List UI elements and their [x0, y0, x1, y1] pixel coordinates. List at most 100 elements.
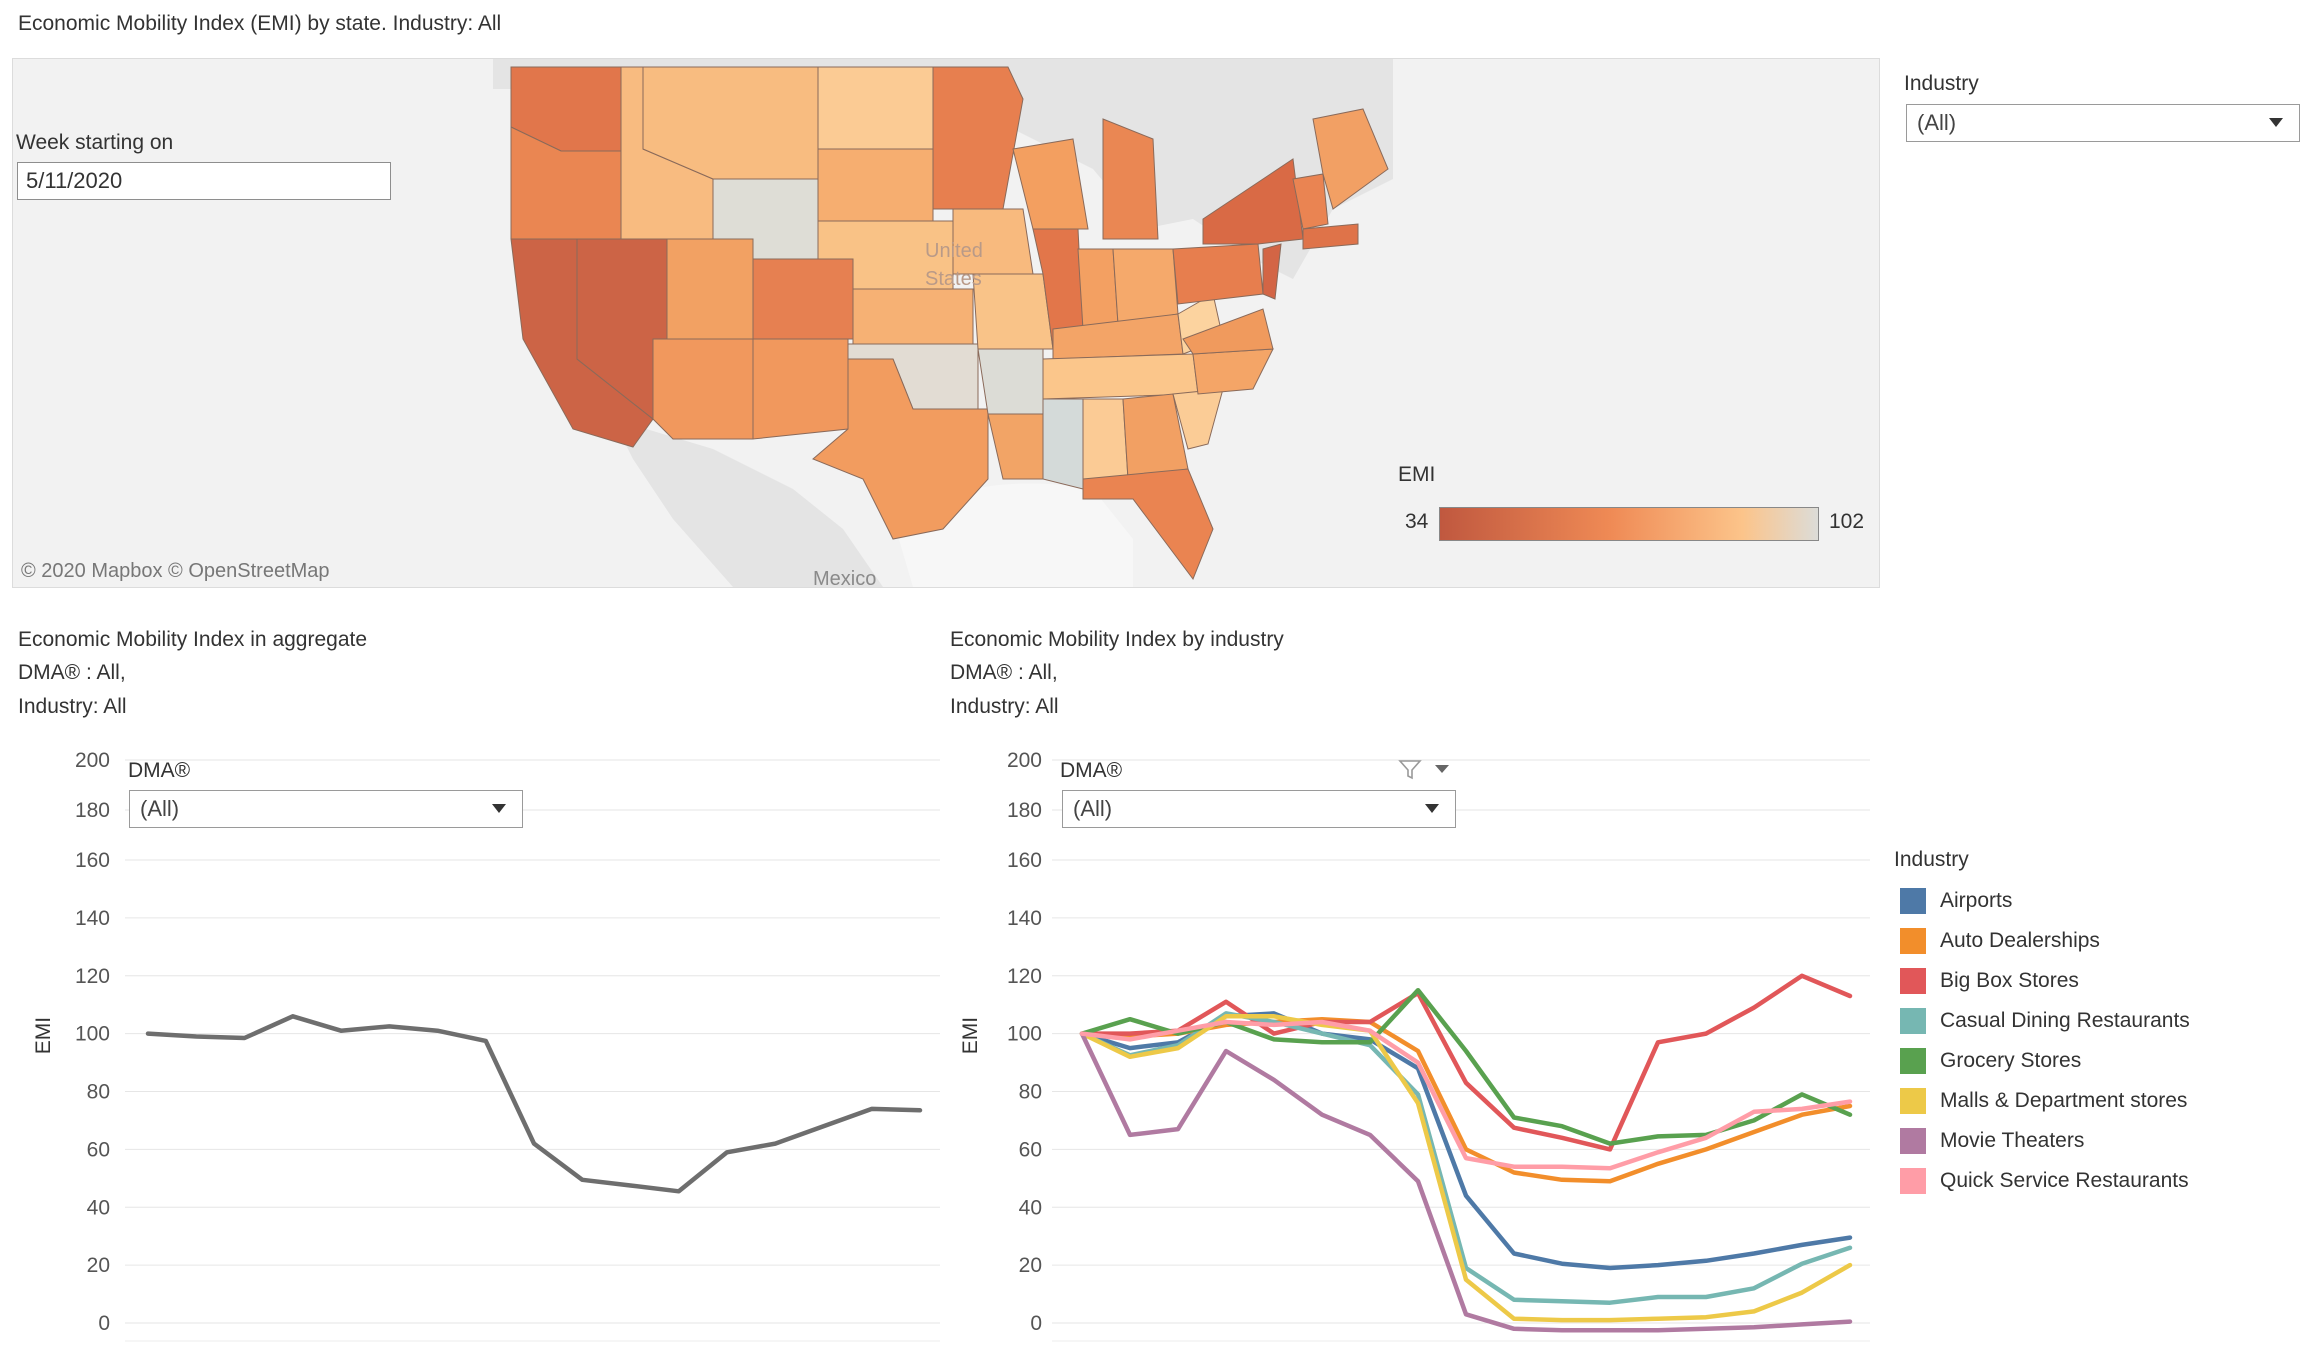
data-point[interactable] [1128, 1046, 1132, 1050]
data-point[interactable] [1224, 1000, 1228, 1004]
data-point[interactable] [1512, 1251, 1516, 1255]
aggregate-dma-dropdown[interactable]: (All) [129, 790, 523, 828]
data-point[interactable] [1176, 1029, 1180, 1033]
data-point[interactable] [1608, 1147, 1612, 1151]
data-point[interactable] [1320, 1040, 1324, 1044]
data-point[interactable] [146, 1031, 150, 1035]
data-point[interactable] [339, 1029, 343, 1033]
data-point[interactable] [1320, 1031, 1324, 1035]
week-input[interactable]: 5/11/2020 [17, 162, 391, 200]
data-point[interactable] [870, 1107, 874, 1111]
data-point[interactable] [580, 1178, 584, 1182]
data-point[interactable] [1128, 1037, 1132, 1041]
data-point[interactable] [1560, 1261, 1564, 1265]
state-nd[interactable] [817, 66, 934, 150]
data-point[interactable] [1608, 1266, 1612, 1270]
data-point[interactable] [1656, 1328, 1660, 1332]
data-point[interactable] [242, 1036, 246, 1040]
data-point[interactable] [1368, 1040, 1372, 1044]
data-point[interactable] [1848, 1235, 1852, 1239]
data-point[interactable] [1176, 1127, 1180, 1131]
data-point[interactable] [1464, 1312, 1468, 1316]
industry-filter-dropdown[interactable]: (All) [1906, 104, 2300, 142]
state-pa[interactable] [1172, 243, 1264, 305]
data-point[interactable] [1656, 1150, 1660, 1154]
data-point[interactable] [1656, 1162, 1660, 1166]
data-point[interactable] [1704, 1136, 1708, 1140]
data-point[interactable] [918, 1108, 922, 1112]
data-point[interactable] [1560, 1299, 1564, 1303]
data-point[interactable] [1800, 1243, 1804, 1247]
data-point[interactable] [1704, 1147, 1708, 1151]
data-point[interactable] [1752, 1118, 1756, 1122]
legend-item[interactable]: Casual Dining Restaurants [1900, 1006, 2190, 1036]
legend-item[interactable]: Auto Dealerships [1900, 926, 2100, 956]
data-point[interactable] [1656, 1263, 1660, 1267]
data-point[interactable] [1560, 1124, 1564, 1128]
data-point[interactable] [1608, 1301, 1612, 1305]
data-point[interactable] [484, 1039, 488, 1043]
data-point[interactable] [1752, 1286, 1756, 1290]
data-point[interactable] [773, 1141, 777, 1145]
data-point[interactable] [1608, 1318, 1612, 1322]
state-sd[interactable] [817, 148, 934, 222]
data-point[interactable] [1368, 1020, 1372, 1024]
state-wi[interactable] [1012, 138, 1089, 230]
menu-caret-icon[interactable] [1434, 763, 1450, 775]
state-ut[interactable] [666, 238, 754, 340]
data-point[interactable] [1080, 1031, 1084, 1035]
data-point[interactable] [1608, 1179, 1612, 1183]
aggregate-chart[interactable]: 0 20 40 60 80 100 120 140 160 180 200 EMI [0, 720, 950, 1360]
state-ms[interactable] [1042, 398, 1084, 490]
state-ny[interactable] [1202, 158, 1304, 245]
data-point[interactable] [1752, 1130, 1756, 1134]
data-point[interactable] [1464, 1049, 1468, 1053]
series-line-movie-theaters[interactable] [1079, 1031, 1853, 1333]
industry-chart[interactable]: 0 20 40 60 80 100 120 140 160 180 200 EMI [930, 720, 1890, 1360]
data-point[interactable] [1800, 1261, 1804, 1265]
data-point[interactable] [1128, 1017, 1132, 1021]
data-point[interactable] [1416, 1049, 1420, 1053]
data-point[interactable] [1224, 1014, 1228, 1018]
data-point[interactable] [1800, 1322, 1804, 1326]
state-mi[interactable] [1102, 118, 1159, 240]
data-point[interactable] [1848, 1263, 1852, 1267]
data-point[interactable] [1656, 1134, 1660, 1138]
state-tn[interactable] [1042, 353, 1199, 400]
data-point[interactable] [1800, 1112, 1804, 1116]
data-point[interactable] [435, 1029, 439, 1033]
state-in[interactable] [1077, 248, 1119, 330]
data-point[interactable] [1512, 1170, 1516, 1174]
data-point[interactable] [1848, 1246, 1852, 1250]
data-point[interactable] [1128, 1055, 1132, 1059]
legend-item[interactable]: Movie Theaters [1900, 1126, 2084, 1156]
state-mn[interactable] [932, 66, 1024, 210]
data-point[interactable] [1464, 1156, 1468, 1160]
data-point[interactable] [1272, 1031, 1276, 1035]
industry-chart-dma-dropdown[interactable]: (All) [1062, 790, 1456, 828]
state-map[interactable]: United States Mexico © 2020 Mapbox © Ope… [12, 58, 1880, 588]
filter-icon[interactable] [1398, 758, 1422, 780]
data-point[interactable] [1752, 1005, 1756, 1009]
data-point[interactable] [1848, 1099, 1852, 1103]
data-point[interactable] [387, 1024, 391, 1028]
data-point[interactable] [1320, 1112, 1324, 1116]
state-nj[interactable] [1262, 243, 1282, 300]
data-point[interactable] [1272, 1078, 1276, 1082]
data-point[interactable] [1464, 1081, 1468, 1085]
data-point[interactable] [1704, 1327, 1708, 1331]
data-point[interactable] [1656, 1040, 1660, 1044]
data-point[interactable] [1656, 1316, 1660, 1320]
data-point[interactable] [1464, 1277, 1468, 1281]
series-line-quick-service-restaurants[interactable] [1079, 1019, 1853, 1171]
state-mo[interactable] [972, 273, 1054, 350]
state-co[interactable] [752, 258, 854, 340]
data-point[interactable] [1512, 1125, 1516, 1129]
data-point[interactable] [1272, 1023, 1276, 1027]
data-point[interactable] [1848, 1319, 1852, 1323]
data-point[interactable] [1560, 1165, 1564, 1169]
state-ma[interactable] [1302, 223, 1359, 250]
data-point[interactable] [1272, 1014, 1276, 1018]
data-point[interactable] [1800, 1092, 1804, 1096]
data-point[interactable] [1416, 1092, 1420, 1096]
